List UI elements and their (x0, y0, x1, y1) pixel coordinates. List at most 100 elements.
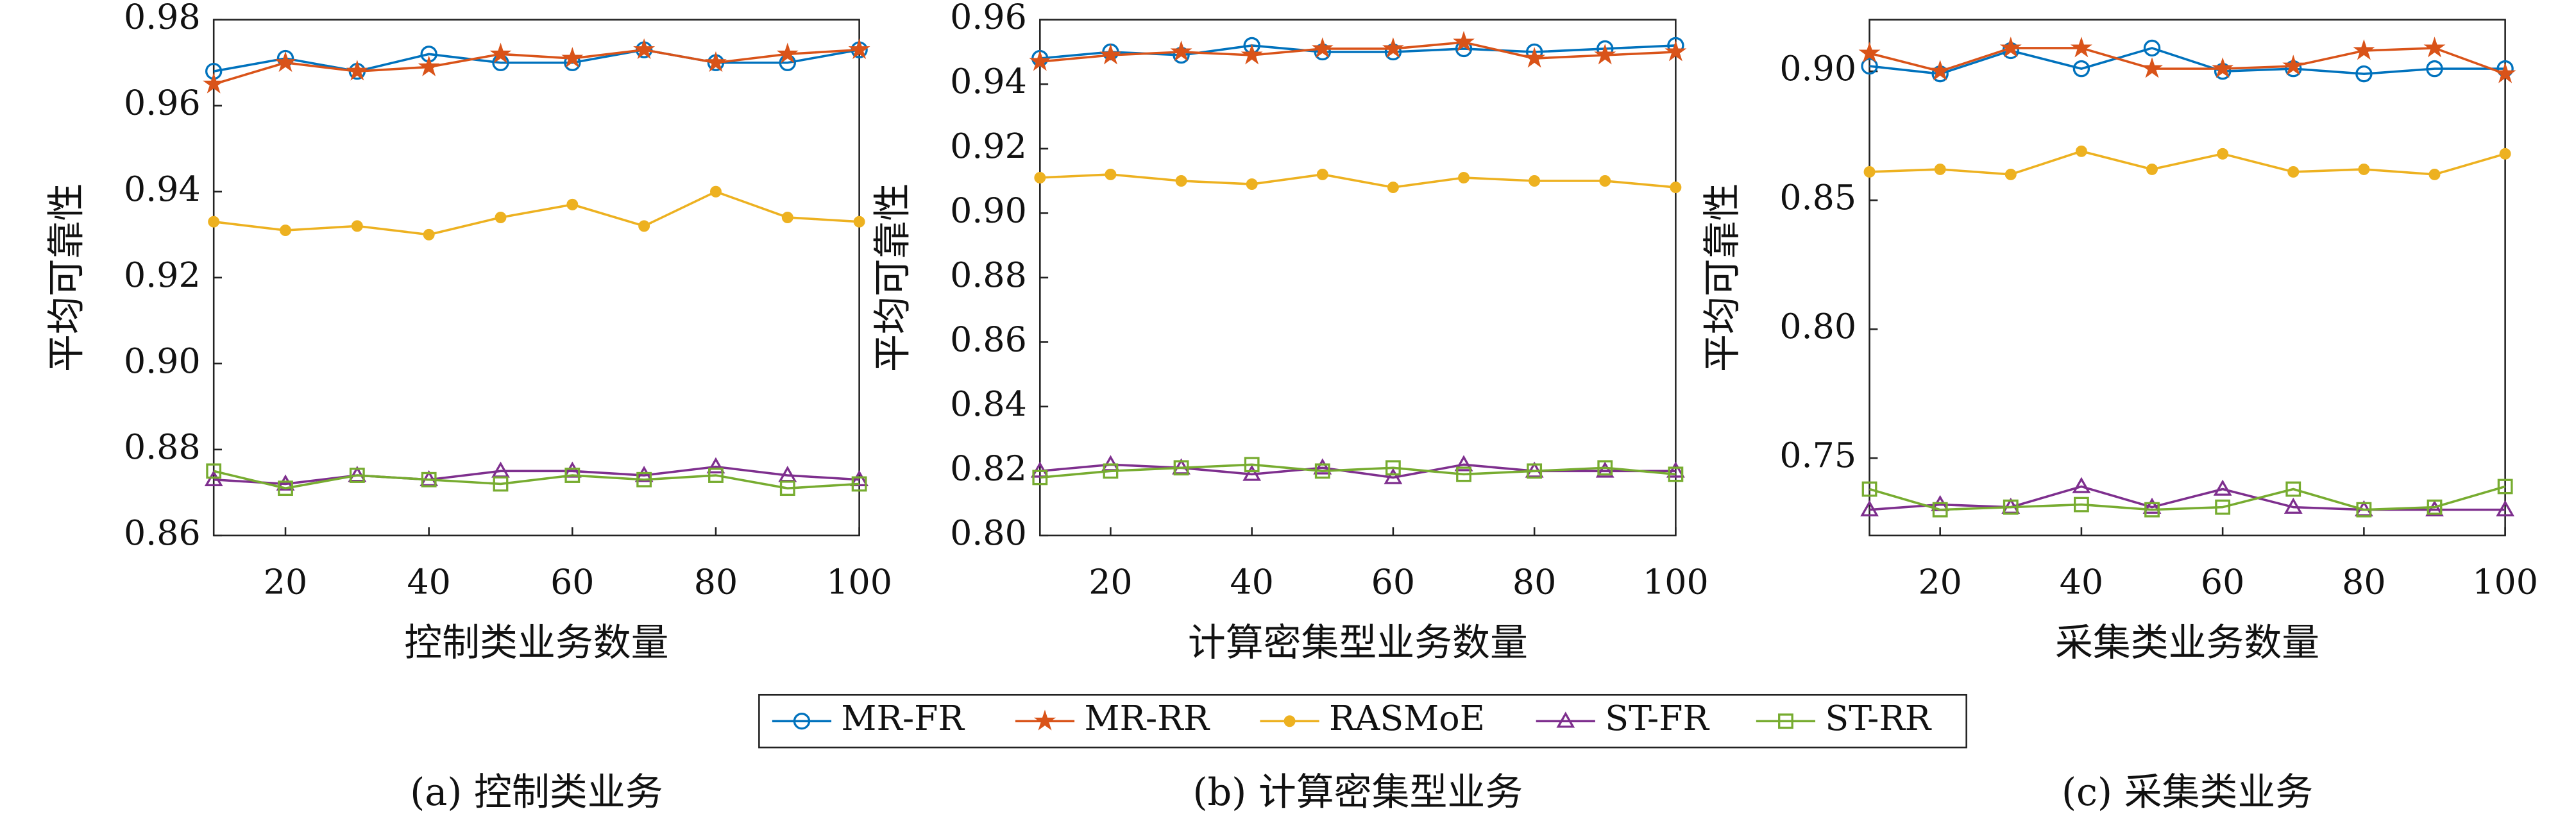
marker (1454, 455, 1473, 471)
marker (2003, 499, 2019, 515)
marker (850, 470, 869, 487)
marker (2075, 145, 2087, 157)
y-tick-label: 0.84 (950, 384, 1027, 424)
marker (851, 476, 867, 492)
marker (853, 216, 865, 228)
marker (493, 476, 509, 492)
marker (349, 468, 365, 483)
x-tick-label: 40 (407, 562, 450, 602)
marker (2356, 502, 2372, 518)
y-tick-label: 0.86 (950, 319, 1027, 359)
marker (1284, 715, 1296, 727)
legend-label: MR-FR (841, 698, 965, 738)
marker (1861, 57, 1878, 75)
marker (1529, 175, 1541, 187)
marker (2285, 481, 2301, 497)
series-line (213, 190, 860, 236)
marker (2072, 60, 2090, 78)
marker (1384, 468, 1403, 484)
marker (1556, 711, 1575, 728)
marker (2144, 502, 2160, 518)
series-line (213, 48, 860, 72)
subfigure-caption: (c) 采集类业务 (2062, 770, 2313, 814)
y-tick-label: 0.85 (1779, 177, 1856, 217)
marker (1241, 44, 1263, 65)
x-tick-label: 40 (1230, 562, 1273, 602)
marker (2070, 37, 2092, 58)
marker (1929, 60, 1951, 81)
marker (1523, 47, 1546, 68)
marker (709, 185, 722, 198)
marker (346, 60, 368, 81)
marker (2499, 148, 2511, 160)
marker (563, 461, 582, 478)
x-axis-label: 控制类业务数量 (404, 620, 668, 665)
x-tick-label: 100 (826, 562, 892, 602)
marker (2423, 37, 2446, 58)
marker (638, 220, 650, 232)
marker (2073, 496, 2089, 513)
x-tick-label: 80 (694, 562, 738, 602)
marker (793, 713, 811, 730)
series-line (1040, 463, 1676, 479)
marker (776, 42, 799, 64)
marker (1316, 169, 1328, 180)
marker (1999, 37, 2022, 58)
marker (204, 470, 223, 487)
x-tick-label: 60 (2201, 562, 2244, 602)
x-tick-label: 20 (1918, 562, 1962, 602)
series-line (1869, 47, 2506, 75)
marker (1934, 163, 1946, 175)
series-line (1040, 463, 1676, 479)
marker (1597, 460, 1613, 476)
marker (1029, 50, 1051, 71)
series-line (1869, 47, 2505, 75)
marker (1595, 461, 1614, 478)
y-tick-label: 0.75 (1779, 435, 1856, 475)
marker (633, 38, 656, 60)
legend-label: ST-FR (1605, 698, 1709, 738)
marker (2497, 479, 2513, 495)
y-tick-label: 0.96 (950, 0, 1027, 37)
marker (1863, 165, 1876, 178)
marker (2143, 39, 2161, 57)
marker (2353, 39, 2375, 60)
marker (1175, 175, 1187, 187)
x-tick-label: 20 (1089, 562, 1132, 602)
marker (1861, 481, 1877, 497)
marker (2284, 497, 2303, 514)
marker (706, 457, 725, 473)
y-tick-label: 0.90 (950, 190, 1027, 230)
series-line (1040, 173, 1676, 189)
y-tick-label: 0.80 (950, 513, 1027, 553)
marker (848, 38, 870, 60)
y-tick-label: 0.90 (1779, 48, 1856, 89)
marker (2142, 497, 2162, 514)
marker (1099, 44, 1122, 65)
marker (2282, 55, 2305, 76)
marker (351, 220, 363, 232)
marker (1311, 37, 1334, 58)
x-axis-label: 计算密集型业务数量 (1188, 620, 1528, 665)
series-line (214, 465, 860, 486)
marker (2217, 148, 2229, 160)
marker (2358, 163, 2370, 175)
marker (1385, 460, 1401, 476)
y-tick-label: 0.94 (124, 169, 201, 209)
plot-frame (1039, 19, 1677, 537)
marker (2215, 499, 2231, 515)
marker (2496, 500, 2515, 516)
plot-frame (1868, 19, 2506, 537)
series-line (1869, 485, 2506, 511)
marker (779, 480, 795, 496)
marker (1032, 470, 1048, 486)
marker (1599, 175, 1611, 187)
x-tick-label: 40 (2060, 562, 2103, 602)
legend-label: RASMoE (1329, 698, 1485, 738)
marker (704, 51, 727, 72)
marker (2425, 500, 2444, 516)
marker (634, 466, 654, 482)
marker (1103, 463, 1119, 479)
